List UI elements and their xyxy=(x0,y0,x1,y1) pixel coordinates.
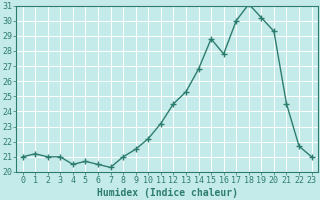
X-axis label: Humidex (Indice chaleur): Humidex (Indice chaleur) xyxy=(97,188,237,198)
